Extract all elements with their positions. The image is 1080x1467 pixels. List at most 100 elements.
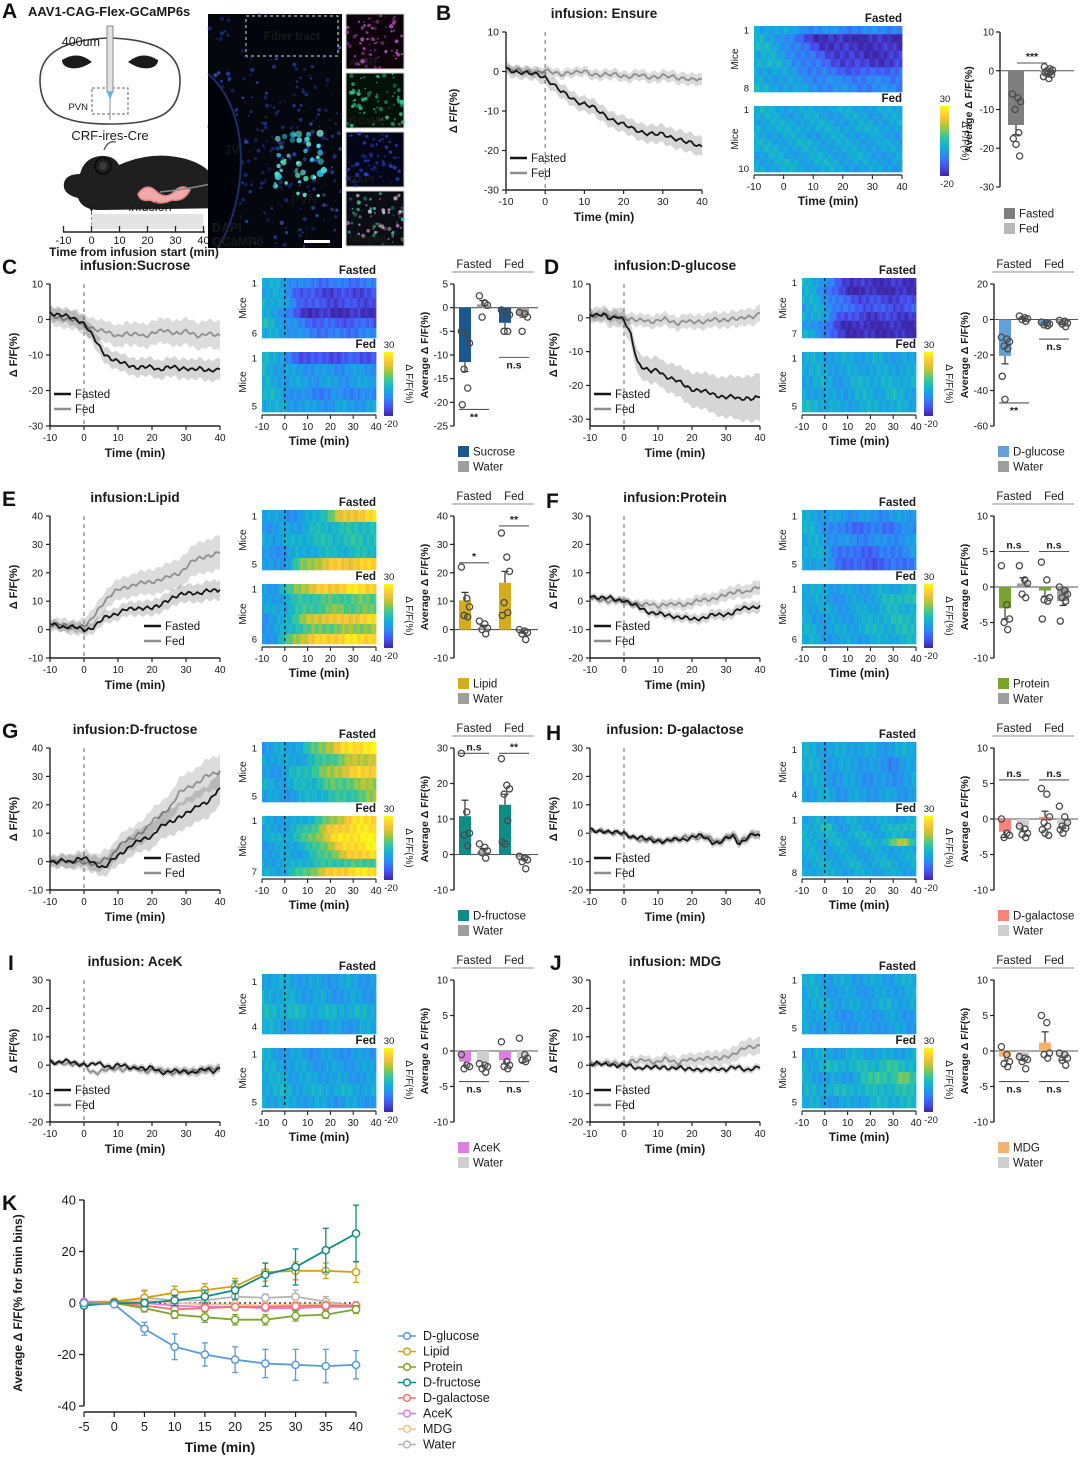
fiber-icon: [106, 25, 114, 93]
panel-title: infusion: D-galactose: [606, 722, 744, 737]
svg-text:-10: -10: [569, 625, 584, 636]
svg-text:30: 30: [384, 572, 395, 583]
svg-text:40: 40: [370, 422, 382, 433]
svg-text:Fed: Fed: [504, 491, 524, 503]
svg-text:0: 0: [621, 665, 627, 676]
svg-text:0: 0: [493, 66, 499, 78]
svg-text:30: 30: [720, 665, 732, 676]
svg-text:5: 5: [252, 560, 257, 571]
svg-text:Fed: Fed: [504, 723, 524, 735]
panel-C-bar-chart: 5 0 -5 -10 -15 -20 -25 Average Δ F/F(%) Fasted Fe…: [419, 259, 538, 474]
svg-text:Average Δ F/F(%): Average Δ F/F(%): [959, 312, 971, 399]
svg-text:-10: -10: [583, 897, 598, 908]
svg-text:1: 1: [792, 745, 797, 756]
svg-text:30: 30: [572, 744, 584, 755]
svg-text:40: 40: [214, 897, 226, 908]
svg-text:-10: -10: [255, 422, 270, 433]
svg-text:Water: Water: [473, 694, 503, 706]
svg-text:30: 30: [924, 572, 935, 583]
svg-text:0: 0: [282, 422, 288, 433]
svg-text:7: 7: [792, 329, 797, 340]
svg-text:Water: Water: [473, 462, 503, 474]
panel-title: infusion:Protein: [623, 490, 727, 505]
svg-text:30: 30: [720, 897, 732, 908]
strip-DAPI: DAPI: [345, 131, 405, 188]
svg-text:-10: -10: [43, 433, 58, 444]
svg-text:n.s: n.s: [466, 741, 481, 753]
svg-text:30: 30: [348, 422, 360, 433]
panel-title: infusion: Ensure: [551, 6, 658, 21]
svg-text:Mice: Mice: [238, 297, 249, 319]
svg-text:Fasted: Fasted: [456, 259, 491, 271]
svg-text:Fed: Fed: [75, 404, 95, 416]
svg-text:Fed: Fed: [504, 259, 524, 271]
svg-text:20: 20: [572, 772, 584, 783]
svg-text:30: 30: [437, 744, 449, 755]
svg-text:-10: -10: [434, 886, 449, 897]
svg-text:0: 0: [982, 583, 988, 594]
svg-text:n.s: n.s: [1006, 540, 1021, 552]
svg-text:*: *: [472, 551, 477, 563]
svg-text:10: 10: [983, 28, 995, 39]
svg-text:0: 0: [442, 303, 448, 314]
svg-text:Average Δ F/F(%): Average Δ F/F(%): [419, 544, 431, 631]
svg-text:-20: -20: [974, 351, 989, 362]
svg-text:40: 40: [214, 665, 226, 676]
svg-text:-10: -10: [29, 886, 44, 897]
svg-text:Time (min): Time (min): [829, 666, 889, 680]
svg-text:Fasted: Fasted: [456, 723, 491, 735]
svg-text:20: 20: [572, 540, 584, 551]
svg-text:0: 0: [442, 625, 448, 636]
svg-text:0: 0: [982, 315, 988, 326]
svg-text:Average Δ F/F(%): Average Δ F/F(%): [419, 312, 431, 399]
svg-text:20: 20: [618, 196, 630, 208]
svg-text:-30: -30: [29, 422, 44, 433]
svg-text:40: 40: [910, 422, 922, 433]
svg-text:20: 20: [686, 897, 698, 908]
svg-text:20: 20: [325, 422, 337, 433]
svg-text:Fasted: Fasted: [75, 389, 110, 401]
svg-text:Time (min): Time (min): [289, 898, 349, 912]
svg-text:Fed: Fed: [896, 803, 916, 815]
svg-text:Sucrose: Sucrose: [473, 447, 515, 459]
svg-text:0: 0: [81, 433, 87, 444]
svg-text:Mice: Mice: [238, 835, 249, 857]
svg-text:10: 10: [579, 196, 591, 208]
svg-text:0: 0: [81, 897, 87, 908]
svg-text:Fasted: Fasted: [456, 491, 491, 503]
svg-text:Time (min): Time (min): [289, 434, 349, 448]
svg-text:Mice: Mice: [778, 297, 789, 319]
svg-text:Fed: Fed: [896, 339, 916, 351]
svg-text:0: 0: [621, 897, 627, 908]
svg-text:0: 0: [621, 433, 627, 444]
svg-text:0: 0: [282, 886, 288, 897]
svg-text:1: 1: [792, 512, 797, 523]
svg-text:-5: -5: [439, 327, 448, 338]
svg-text:-20: -20: [940, 179, 954, 190]
svg-text:-10: -10: [747, 182, 762, 193]
panel-G-bar-chart: 30 20 10 0 -10 Average Δ F/F(%) Fasted Fed n.s **…: [419, 723, 538, 938]
svg-text:30: 30: [437, 540, 449, 551]
svg-text:Time (min): Time (min): [105, 910, 165, 924]
svg-text:-20: -20: [384, 419, 398, 430]
svg-text:Mice: Mice: [778, 603, 789, 625]
svg-text:Lipid: Lipid: [473, 679, 497, 691]
svg-text:Fasted: Fasted: [531, 153, 566, 165]
svg-text:Δ F/F(%): Δ F/F(%): [8, 796, 20, 841]
infusion-bar: [91, 214, 204, 229]
svg-text:10: 10: [977, 512, 989, 523]
panel-title: infusion: AceK: [88, 954, 183, 969]
svg-text:5: 5: [792, 402, 797, 413]
svg-text:-20: -20: [434, 398, 449, 409]
svg-text:30: 30: [180, 665, 192, 676]
svg-text:20: 20: [146, 665, 158, 676]
panel-label-i: I: [8, 952, 14, 975]
svg-text:Fasted: Fasted: [165, 853, 200, 865]
svg-text:-10: -10: [434, 654, 449, 665]
scale-bar: [304, 240, 330, 243]
svg-text:20: 20: [837, 182, 849, 193]
